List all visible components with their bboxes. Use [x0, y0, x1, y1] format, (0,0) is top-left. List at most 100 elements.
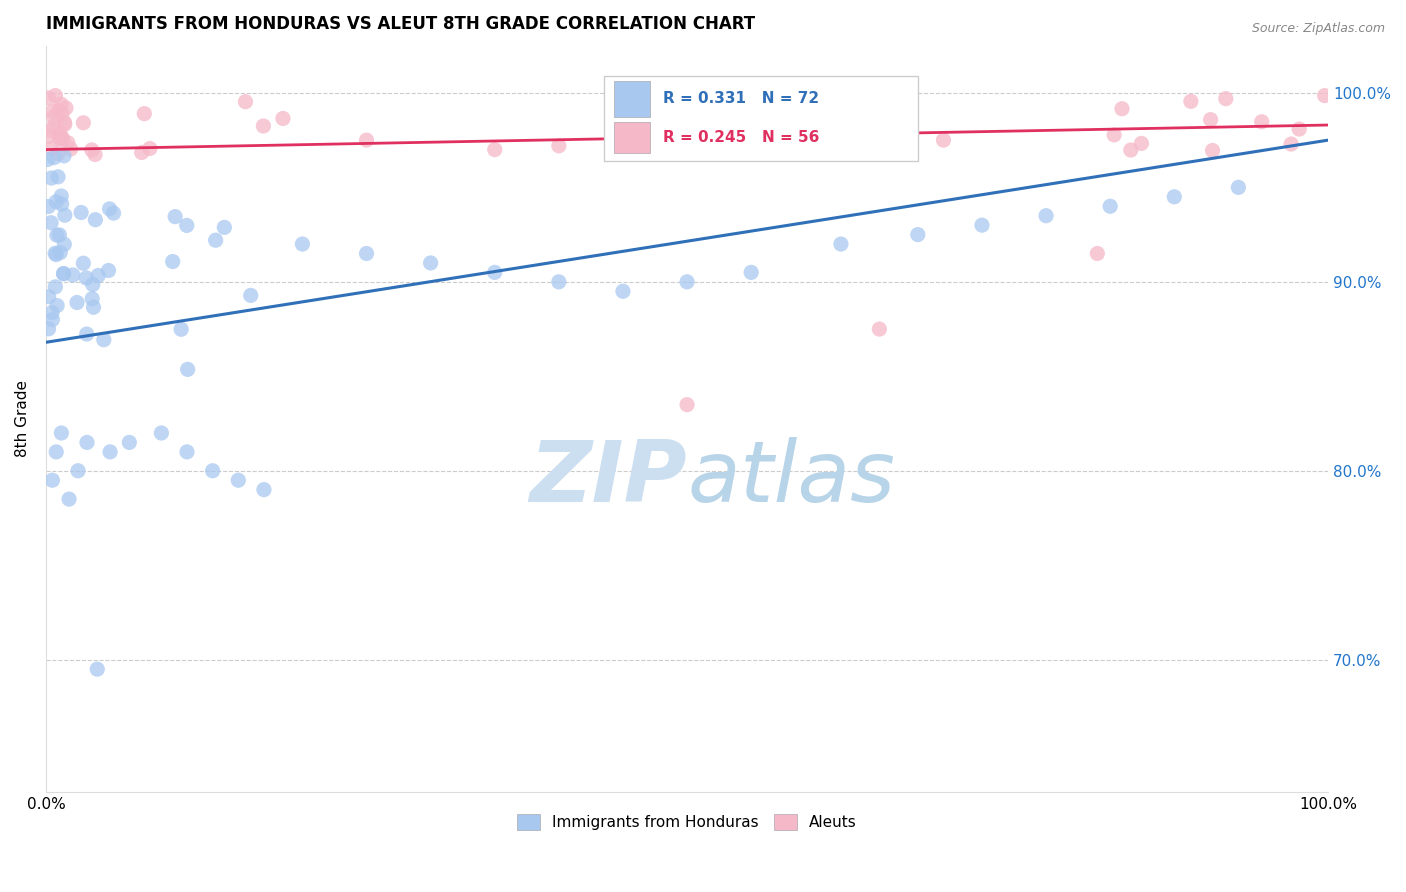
- Text: R = 0.331   N = 72: R = 0.331 N = 72: [662, 91, 818, 106]
- Point: [118, 435, 141, 450]
- Point: [80, 143, 103, 157]
- Point: [66, 295, 89, 310]
- Point: [139, 142, 162, 156]
- Point: [1288, 122, 1310, 136]
- Point: [45, 228, 67, 243]
- Point: [42, 119, 65, 133]
- Point: [41, 312, 63, 326]
- Point: [46, 299, 69, 313]
- Point: [547, 275, 569, 289]
- Point: [45, 247, 67, 261]
- Point: [176, 219, 198, 233]
- Point: [1111, 102, 1133, 116]
- Point: [41, 123, 63, 137]
- Point: [98, 202, 121, 216]
- Point: [252, 119, 274, 133]
- Point: [59, 142, 82, 156]
- Point: [612, 285, 634, 299]
- Point: [66, 464, 89, 478]
- Point: [38, 322, 60, 336]
- Point: [55, 101, 77, 115]
- Point: [76, 435, 98, 450]
- Point: [239, 288, 262, 302]
- Point: [676, 398, 699, 412]
- Point: [83, 300, 105, 314]
- Point: [76, 326, 98, 341]
- Point: [70, 205, 93, 219]
- FancyBboxPatch shape: [614, 122, 650, 153]
- Point: [98, 445, 121, 459]
- Point: [932, 133, 955, 147]
- Point: [170, 322, 193, 336]
- Point: [52, 267, 75, 281]
- Point: [1180, 95, 1202, 109]
- Point: [87, 268, 110, 283]
- Point: [1102, 128, 1125, 142]
- Point: [868, 322, 890, 336]
- Point: [82, 277, 104, 292]
- Point: [176, 362, 198, 376]
- Point: [1313, 88, 1336, 103]
- Point: [226, 473, 249, 487]
- Point: [970, 218, 993, 232]
- Point: [45, 194, 67, 209]
- Point: [53, 237, 76, 252]
- Point: [1130, 136, 1153, 151]
- Point: [51, 425, 73, 440]
- Point: [37, 153, 59, 167]
- Point: [48, 227, 70, 242]
- Point: [1215, 92, 1237, 106]
- Point: [1085, 246, 1108, 260]
- Point: [37, 91, 59, 105]
- FancyBboxPatch shape: [603, 76, 918, 161]
- Text: Source: ZipAtlas.com: Source: ZipAtlas.com: [1251, 22, 1385, 36]
- Point: [93, 333, 115, 347]
- Point: [103, 206, 125, 220]
- Point: [547, 138, 569, 153]
- Point: [39, 216, 62, 230]
- Point: [134, 106, 156, 120]
- Point: [1250, 114, 1272, 128]
- Point: [42, 110, 65, 124]
- Point: [62, 268, 84, 282]
- Point: [45, 445, 67, 459]
- Point: [1119, 143, 1142, 157]
- Text: R = 0.245   N = 56: R = 0.245 N = 56: [662, 130, 820, 145]
- Point: [52, 149, 75, 163]
- Point: [41, 171, 63, 186]
- Point: [51, 189, 73, 203]
- Point: [676, 275, 699, 289]
- Point: [1199, 112, 1222, 127]
- Point: [271, 112, 294, 126]
- Point: [48, 103, 70, 118]
- Point: [42, 151, 65, 165]
- Point: [44, 88, 66, 103]
- Point: [52, 131, 75, 145]
- Point: [150, 425, 173, 440]
- Point: [51, 197, 73, 211]
- Point: [235, 95, 257, 109]
- Y-axis label: 8th Grade: 8th Grade: [15, 380, 30, 458]
- Text: atlas: atlas: [688, 437, 896, 520]
- Point: [356, 246, 378, 260]
- Point: [49, 245, 72, 260]
- Point: [740, 146, 762, 161]
- Point: [38, 290, 60, 304]
- Point: [51, 106, 73, 120]
- Point: [201, 464, 224, 478]
- FancyBboxPatch shape: [614, 81, 650, 117]
- Point: [484, 143, 506, 157]
- Point: [72, 256, 94, 270]
- Point: [84, 147, 107, 161]
- Point: [253, 483, 276, 497]
- Point: [51, 97, 73, 112]
- Point: [214, 220, 236, 235]
- Text: IMMIGRANTS FROM HONDURAS VS ALEUT 8TH GRADE CORRELATION CHART: IMMIGRANTS FROM HONDURAS VS ALEUT 8TH GR…: [46, 15, 755, 33]
- Point: [176, 445, 198, 459]
- Point: [291, 237, 314, 252]
- Point: [41, 104, 63, 119]
- Point: [1279, 136, 1302, 151]
- Text: ZIP: ZIP: [530, 437, 688, 520]
- Point: [131, 145, 153, 160]
- Point: [1201, 144, 1223, 158]
